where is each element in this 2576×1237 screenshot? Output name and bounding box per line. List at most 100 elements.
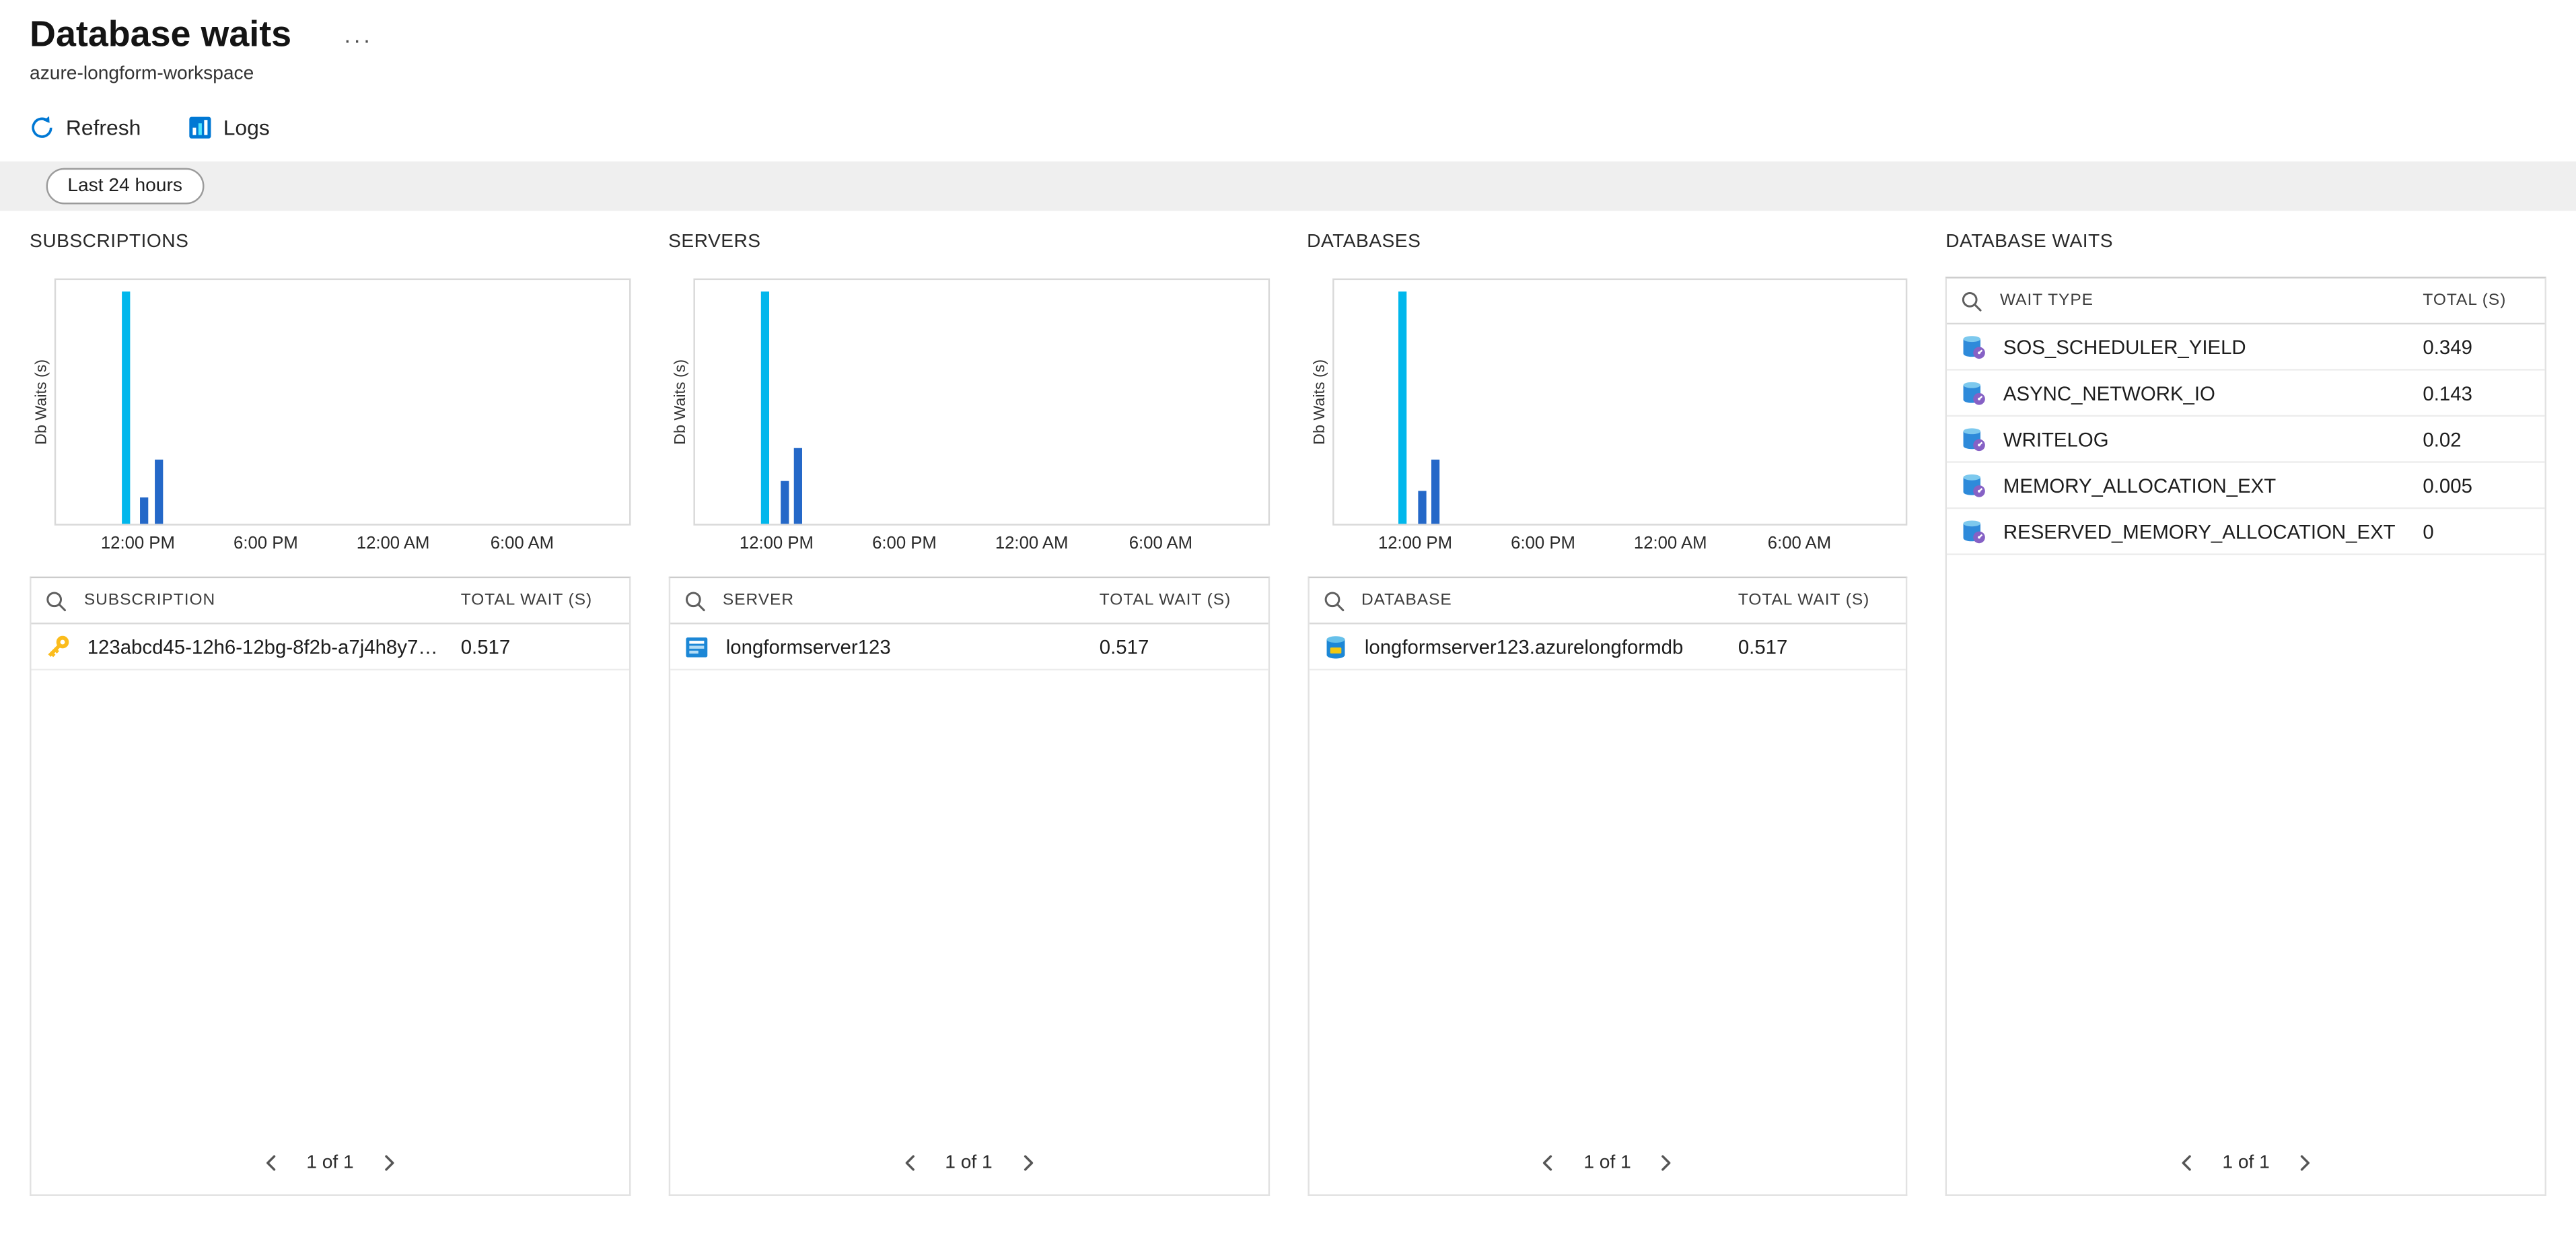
chart-plot-area [692,278,1269,526]
panel-subscriptions: SUBSCRIPTIONS Db Waits (s) 12:00 PM 6:00 … [30,232,631,1196]
prev-page-button[interactable] [1536,1150,1562,1176]
workspace-name: azure-longform-workspace [30,64,254,84]
column-header-value[interactable]: TOTAL WAIT (S) [1099,591,1231,610]
column-header-name[interactable]: SERVER [722,591,794,610]
search-icon[interactable] [683,589,706,612]
time-range-filter[interactable]: Last 24 hours [46,168,204,205]
wait-type-name: MEMORY_ALLOCATION_EXT [2003,473,2277,497]
servers-table: SERVER TOTAL WAIT (S) longformserver123 … [668,576,1269,1196]
pagination: 1 of 1 [32,1132,629,1195]
wait-type-name: WRITELOG [2003,427,2109,451]
panel-title-database-waits: DATABASE WAITS [1945,232,2114,252]
prev-page-button[interactable] [897,1150,923,1176]
column-header-name[interactable]: SUBSCRIPTION [83,591,216,610]
subscription-key-icon [44,633,71,660]
chart-bar [1431,458,1439,524]
table-empty-space [670,670,1268,1131]
table-row[interactable]: longformserver123 0.517 [670,624,1268,671]
search-icon[interactable] [1960,289,1983,312]
x-axis-tick: 6:00 AM [1767,534,1832,554]
database-wait-icon [1960,380,1987,406]
logs-button[interactable]: Logs [187,114,270,139]
total-seconds-value: 0.349 [2423,335,2472,359]
subscription-id: 123abcd45-12h6-12bg-8f2b-a7j4h8y7u... [87,635,445,658]
pagination: 1 of 1 [1947,1132,2545,1195]
table-row[interactable]: longformserver123.azurelongformdb 0.517 [1308,624,1906,671]
database-name: longformserver123.azurelongformdb [1364,635,1684,658]
column-header-value[interactable]: TOTAL WAIT (S) [460,591,593,610]
x-axis-ticks: 12:00 PM 6:00 PM 12:00 AM 6:00 AM [1332,526,1908,557]
chart-plot-area [54,278,631,526]
pagination: 1 of 1 [1309,1132,1906,1195]
column-header-name[interactable]: WAIT TYPE [1999,291,2094,310]
servers-chart: Db Waits (s) 12:00 PM 6:00 PM 12:00 AM 6:00… [668,278,1269,557]
panel-title-databases: DATABASES [1307,232,1421,252]
sql-server-icon [683,633,709,660]
table-row[interactable]: 123abcd45-12h6-12bg-8f2b-a7j4h8y7u... 0.… [31,624,629,671]
more-options-button[interactable]: ... [338,18,380,51]
subscriptions-chart: Db Waits (s) 12:00 PM 6:00 PM 12:00 AM 6:00… [30,278,631,557]
chart-bar [154,458,163,524]
y-axis-label: Db Waits (s) [672,359,690,445]
logs-icon [187,114,212,139]
search-icon[interactable] [1322,589,1345,612]
table-header: SERVER TOTAL WAIT (S) [670,578,1268,625]
table-row[interactable]: SOS_SCHEDULER_YIELD 0.349 [1947,324,2545,371]
x-axis-tick: 12:00 PM [100,534,175,554]
x-axis-ticks: 12:00 PM 6:00 PM 12:00 AM 6:00 AM [55,526,631,557]
table-row[interactable]: MEMORY_ALLOCATION_EXT 0.005 [1947,462,2545,509]
column-header-name[interactable]: DATABASE [1361,591,1452,610]
page-indicator: 1 of 1 [1583,1153,1631,1173]
refresh-label: Refresh [65,114,141,139]
next-page-button[interactable] [1653,1150,1679,1176]
table-row[interactable]: ASYNC_NETWORK_IO 0.143 [1947,370,2545,417]
table-empty-space [32,670,629,1131]
logs-label: Logs [223,114,270,139]
total-seconds-value: 0.143 [2423,381,2472,404]
next-page-button[interactable] [2291,1150,2318,1176]
x-axis-tick: 12:00 PM [739,534,814,554]
x-axis-tick: 6:00 PM [872,534,937,554]
page-indicator: 1 of 1 [2222,1153,2270,1173]
y-axis-label: Db Waits (s) [32,359,51,445]
x-axis-tick: 12:00 AM [1633,534,1707,554]
x-axis-tick: 6:00 AM [1129,534,1193,554]
database-wait-icon [1960,334,1987,360]
table-row[interactable]: WRITELOG 0.02 [1947,417,2545,463]
filter-bar: Last 24 hours [0,161,2576,211]
column-header-value[interactable]: TOTAL (S) [2423,291,2507,310]
database-wait-icon [1960,518,1987,544]
prev-page-button[interactable] [258,1150,285,1176]
x-axis-tick: 6:00 AM [490,534,554,554]
table-empty-space [1947,555,2545,1132]
total-seconds-value: 0 [2423,520,2434,543]
refresh-button[interactable]: Refresh [30,114,141,139]
databases-chart: Db Waits (s) 12:00 PM 6:00 PM 12:00 AM 6:00… [1307,278,1908,557]
table-row[interactable]: RESERVED_MEMORY_ALLOCATION_EXT 0 [1947,509,2545,555]
prev-page-button[interactable] [2174,1150,2201,1176]
panel-database-waits: DATABASE WAITS WAIT TYPE TOTAL (S) SOS_S… [1945,232,2546,1196]
total-wait-value: 0.517 [460,635,511,658]
total-seconds-value: 0.02 [2423,427,2462,451]
chart-bar [140,497,149,524]
total-wait-value: 0.517 [1738,635,1788,658]
refresh-icon [30,114,55,139]
next-page-button[interactable] [375,1150,401,1176]
column-header-value[interactable]: TOTAL WAIT (S) [1738,591,1870,610]
server-name: longformserver123 [725,635,891,658]
page-indicator: 1 of 1 [945,1153,993,1173]
next-page-button[interactable] [1014,1150,1040,1176]
x-axis-ticks: 12:00 PM 6:00 PM 12:00 AM 6:00 AM [693,526,1269,557]
x-axis-tick: 12:00 PM [1378,534,1452,554]
search-icon[interactable] [44,589,67,612]
chart-plot-area [1331,278,1908,526]
chart-bar [780,480,789,524]
database-wait-icon [1960,472,1987,498]
total-seconds-value: 0.005 [2423,473,2472,497]
total-wait-value: 0.517 [1099,635,1149,658]
page-title: Database waits [30,13,292,55]
chart-bar [1418,491,1427,524]
table-header: DATABASE TOTAL WAIT (S) [1308,578,1906,625]
main-content: SUBSCRIPTIONS Db Waits (s) 12:00 PM 6:00 … [0,232,2576,1196]
